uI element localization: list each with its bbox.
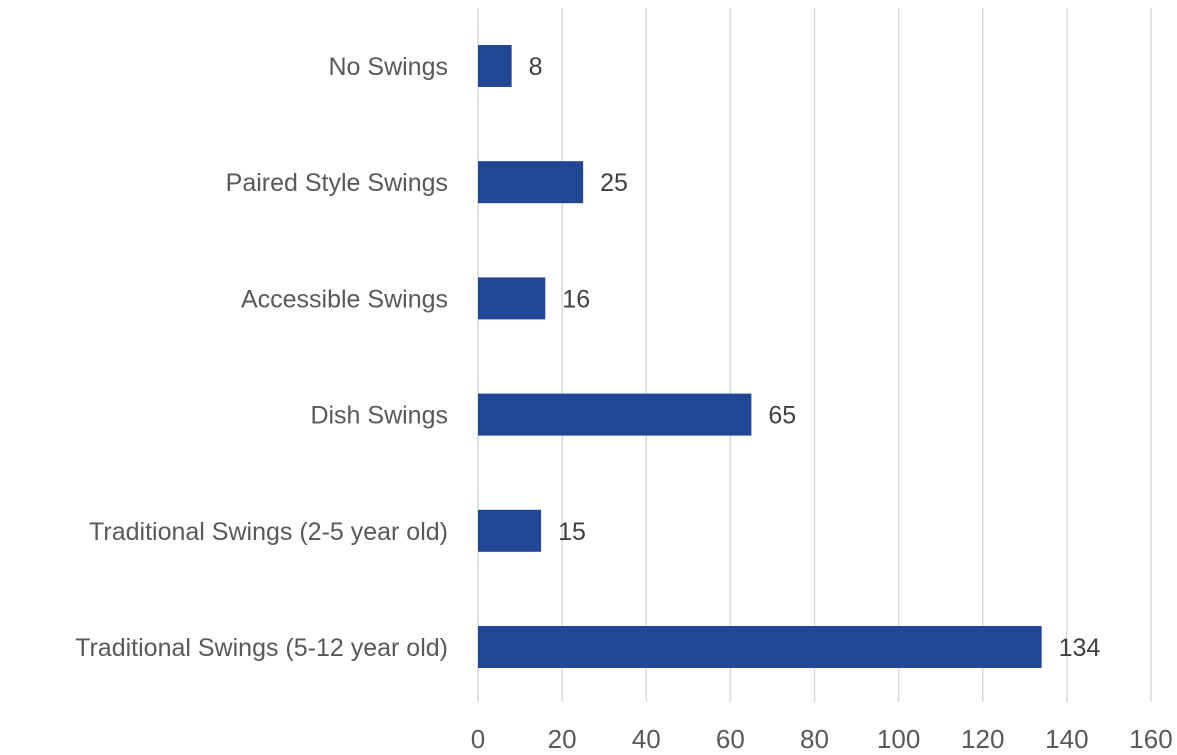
x-tick-label: 120	[961, 724, 1004, 754]
data-label: 65	[768, 402, 796, 430]
x-tick-label: 100	[877, 724, 920, 754]
category-label: Traditional Swings (5-12 year old)	[75, 634, 448, 662]
gridlines	[477, 8, 1152, 702]
bar	[478, 393, 752, 436]
category-label: Paired Style Swings	[226, 169, 448, 197]
data-label: 134	[1059, 634, 1101, 662]
x-tick-label: 60	[716, 724, 745, 754]
x-tick-label: 140	[1045, 724, 1088, 754]
data-label: 15	[558, 518, 586, 546]
x-tick-label: 0	[471, 724, 485, 754]
labels: 0 20 40 60 80 100 120 140 160 No Swings 8 Paired St…	[75, 53, 1173, 754]
category-label: No Swings	[329, 53, 449, 81]
category-label: Accessible Swings	[241, 285, 448, 313]
data-label: 16	[562, 285, 590, 313]
category-label: Traditional Swings (2-5 year old)	[89, 518, 448, 546]
data-label: 25	[600, 169, 628, 197]
data-label: 8	[529, 53, 543, 81]
x-tick-label: 160	[1129, 724, 1172, 754]
bar	[478, 161, 584, 204]
bar	[478, 626, 1042, 668]
bars	[478, 45, 1042, 668]
x-tick-label: 80	[800, 724, 829, 754]
x-tick-label: 40	[632, 724, 661, 754]
category-label: Dish Swings	[310, 402, 448, 430]
bar	[478, 277, 546, 320]
bar	[478, 45, 512, 87]
bar	[478, 509, 542, 552]
x-tick-label: 20	[548, 724, 577, 754]
